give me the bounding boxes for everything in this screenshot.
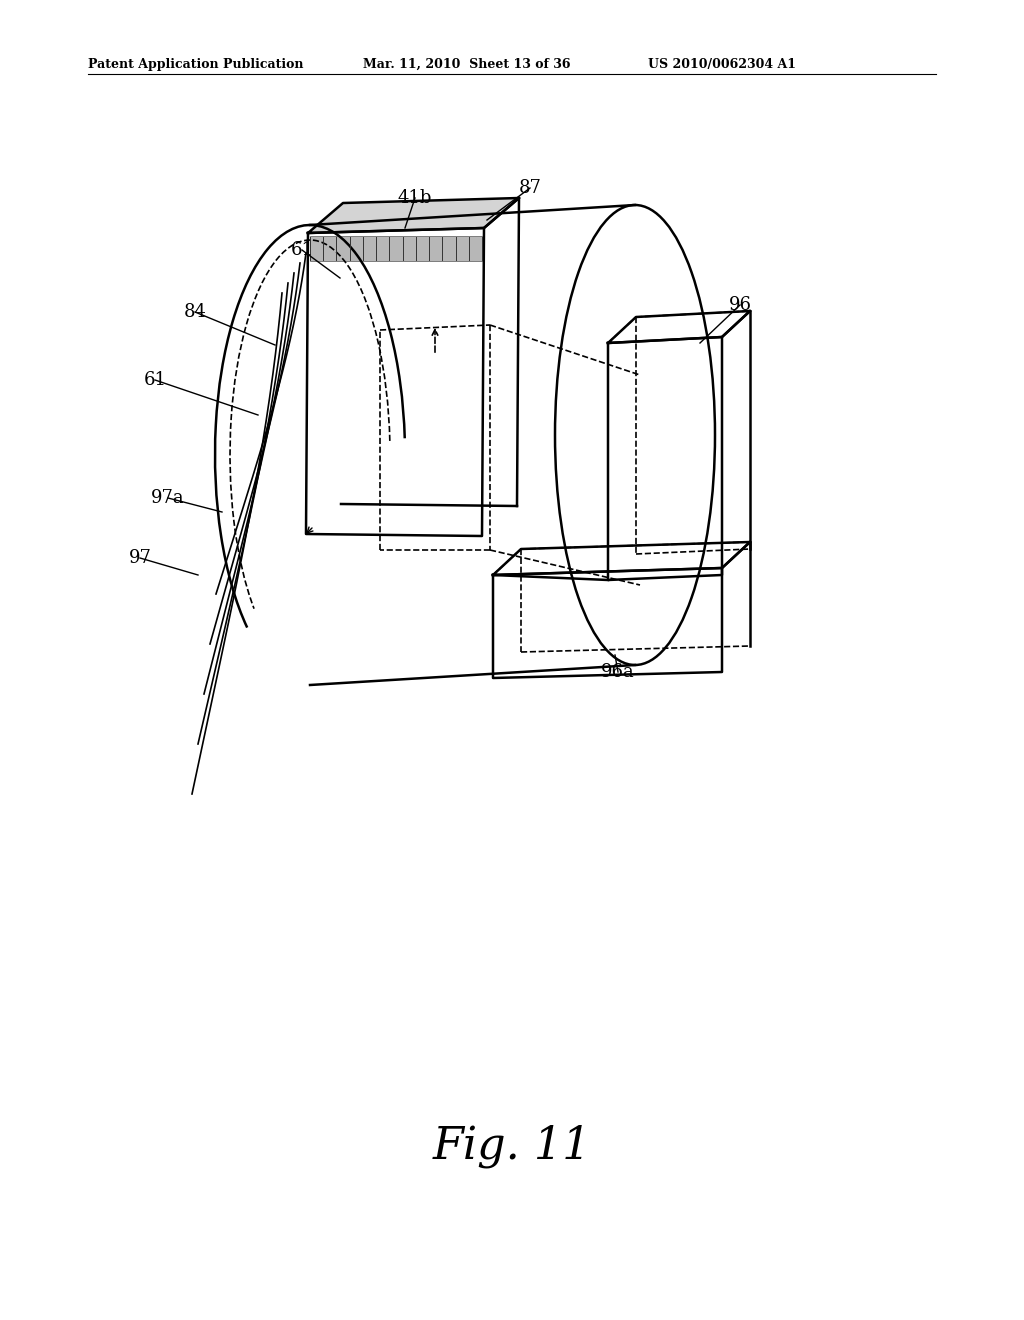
Text: Patent Application Publication: Patent Application Publication xyxy=(88,58,303,71)
Polygon shape xyxy=(310,236,482,261)
Text: 96: 96 xyxy=(728,296,752,314)
Text: 41b: 41b xyxy=(397,189,432,207)
Text: 87: 87 xyxy=(518,180,542,197)
Text: Fig. 11: Fig. 11 xyxy=(433,1125,591,1168)
Text: 84: 84 xyxy=(183,304,207,321)
Text: 97a: 97a xyxy=(152,488,184,507)
Text: US 2010/0062304 A1: US 2010/0062304 A1 xyxy=(648,58,796,71)
Text: 61: 61 xyxy=(143,371,167,389)
Polygon shape xyxy=(308,198,519,234)
Text: Mar. 11, 2010  Sheet 13 of 36: Mar. 11, 2010 Sheet 13 of 36 xyxy=(362,58,570,71)
Text: 61: 61 xyxy=(291,242,313,259)
Text: 96a: 96a xyxy=(601,663,635,681)
Text: 97: 97 xyxy=(129,549,152,568)
